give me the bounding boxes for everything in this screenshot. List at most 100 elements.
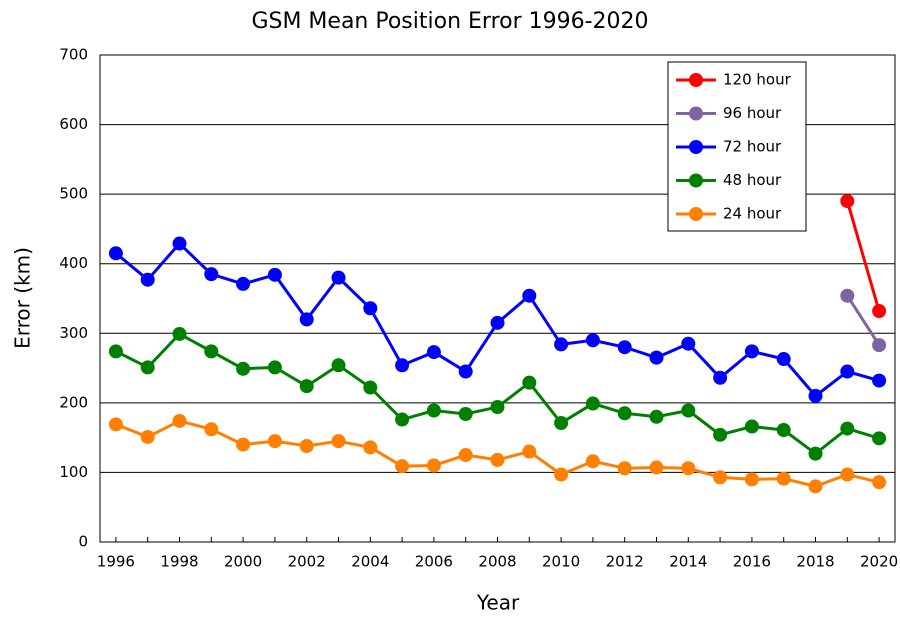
data-point	[681, 403, 696, 418]
x-tick-label: 2018	[796, 553, 834, 571]
data-point	[236, 276, 251, 291]
x-tick-label: 2010	[542, 553, 580, 571]
data-point	[395, 358, 410, 373]
legend-label: 72 hour	[723, 138, 782, 156]
data-point	[872, 475, 887, 490]
data-point	[744, 344, 759, 359]
x-tick-label: 2006	[415, 553, 453, 571]
data-point	[776, 352, 791, 367]
data-point	[713, 470, 728, 485]
y-tick-label: 700	[59, 46, 88, 64]
data-point	[458, 406, 473, 421]
data-point	[808, 388, 823, 403]
data-point	[236, 437, 251, 452]
data-point	[299, 312, 314, 327]
data-point	[172, 326, 187, 341]
data-point	[108, 417, 123, 432]
data-point	[872, 431, 887, 446]
x-tick-label: 2016	[733, 553, 771, 571]
data-point	[617, 406, 632, 421]
data-point	[140, 429, 155, 444]
data-point	[108, 344, 123, 359]
data-point	[840, 364, 855, 379]
data-point	[140, 360, 155, 375]
data-point	[522, 375, 537, 390]
x-tick-label: 2004	[351, 553, 389, 571]
data-point	[172, 236, 187, 251]
data-point	[840, 467, 855, 482]
data-point	[267, 434, 282, 449]
data-point	[872, 373, 887, 388]
y-tick-label: 600	[59, 115, 88, 133]
data-point	[840, 421, 855, 436]
data-point	[204, 422, 219, 437]
data-point	[426, 345, 441, 360]
data-point	[490, 452, 505, 467]
series-line	[846, 294, 881, 346]
data-point	[458, 364, 473, 379]
x-axis-label: Year	[476, 591, 520, 615]
data-point	[267, 267, 282, 282]
data-point	[236, 361, 251, 376]
data-point	[363, 301, 378, 316]
data-point	[681, 461, 696, 476]
x-tick-label: 2020	[860, 553, 898, 571]
data-point	[426, 403, 441, 418]
data-point	[713, 370, 728, 385]
series-line	[115, 332, 880, 456]
data-point	[585, 454, 600, 469]
data-point	[490, 315, 505, 330]
data-point	[395, 412, 410, 427]
data-point	[840, 288, 855, 303]
data-point	[776, 422, 791, 437]
y-tick-label: 500	[59, 185, 88, 203]
data-point	[426, 458, 441, 473]
series-line	[845, 200, 881, 312]
legend-marker	[689, 173, 703, 188]
data-point	[617, 461, 632, 476]
data-point	[872, 338, 887, 353]
data-point	[522, 288, 537, 303]
data-point	[649, 409, 664, 424]
y-tick-label: 0	[78, 533, 88, 551]
data-point	[458, 448, 473, 463]
x-tick-label: 2014	[669, 553, 707, 571]
data-point	[776, 471, 791, 486]
y-axis-label: Error (km)	[11, 247, 35, 349]
data-point	[872, 304, 887, 319]
data-point	[585, 396, 600, 411]
data-point	[363, 440, 378, 455]
data-point	[649, 460, 664, 475]
legend-label: 120 hour	[723, 71, 792, 89]
legend-marker	[689, 106, 703, 121]
data-point	[522, 444, 537, 459]
data-point	[395, 459, 410, 474]
x-tick-label: 2002	[288, 553, 326, 571]
legend-marker	[689, 73, 703, 87]
x-tick-label: 1996	[97, 553, 135, 571]
data-point	[649, 350, 664, 365]
data-point	[172, 413, 187, 428]
data-point	[554, 416, 569, 431]
legend-marker	[689, 207, 703, 221]
x-tick-label: 1998	[160, 553, 198, 571]
data-point	[204, 267, 219, 282]
data-point	[204, 344, 219, 359]
data-point	[808, 446, 823, 461]
data-point	[331, 270, 346, 285]
data-point	[363, 380, 378, 395]
data-point	[713, 427, 728, 442]
data-point	[808, 479, 823, 494]
x-tick-label: 2008	[478, 553, 516, 571]
data-point	[140, 272, 155, 287]
y-tick-label: 100	[59, 463, 88, 481]
data-point	[585, 333, 600, 348]
data-point	[299, 438, 314, 453]
data-point	[267, 360, 282, 375]
data-point	[681, 336, 696, 351]
legend-marker	[689, 140, 703, 154]
data-point	[840, 194, 855, 209]
data-point	[554, 337, 569, 352]
data-point	[331, 434, 346, 449]
